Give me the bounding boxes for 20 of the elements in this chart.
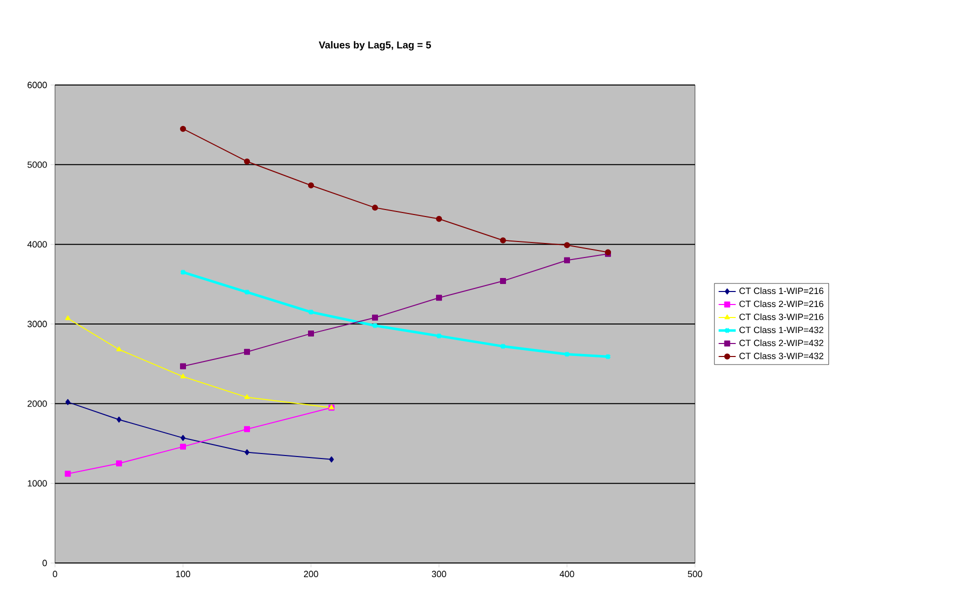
x-tick-label: 100	[176, 570, 190, 578]
x-tick-label: 0	[52, 570, 58, 578]
x-tick-label: 300	[432, 570, 446, 578]
x-tick-label: 200	[304, 570, 318, 578]
legend-label: CT Class 2-WIP=216	[739, 300, 824, 308]
legend-label: CT Class 1-WIP=216	[739, 287, 824, 294]
y-tick-label: 5000	[28, 161, 47, 168]
x-tick-label: 500	[688, 570, 702, 578]
legend-label: CT Class 1-WIP=432	[739, 326, 824, 334]
chart-title: Values by Lag5, Lag = 5	[318, 41, 431, 50]
y-tick-label: 2000	[28, 400, 47, 407]
y-tick-label: 6000	[28, 82, 47, 88]
y-tick-label: 0	[42, 560, 47, 566]
y-tick-label: 1000	[28, 480, 47, 487]
x-tick-label: 400	[560, 570, 574, 578]
legend-label: CT Class 3-WIP=216	[739, 313, 824, 320]
legend-label: CT Class 2-WIP=432	[739, 340, 824, 346]
y-tick-label: 3000	[28, 320, 47, 328]
y-tick-label: 4000	[27, 241, 47, 248]
legend-label: CT Class 3-WIP=432	[739, 352, 824, 360]
